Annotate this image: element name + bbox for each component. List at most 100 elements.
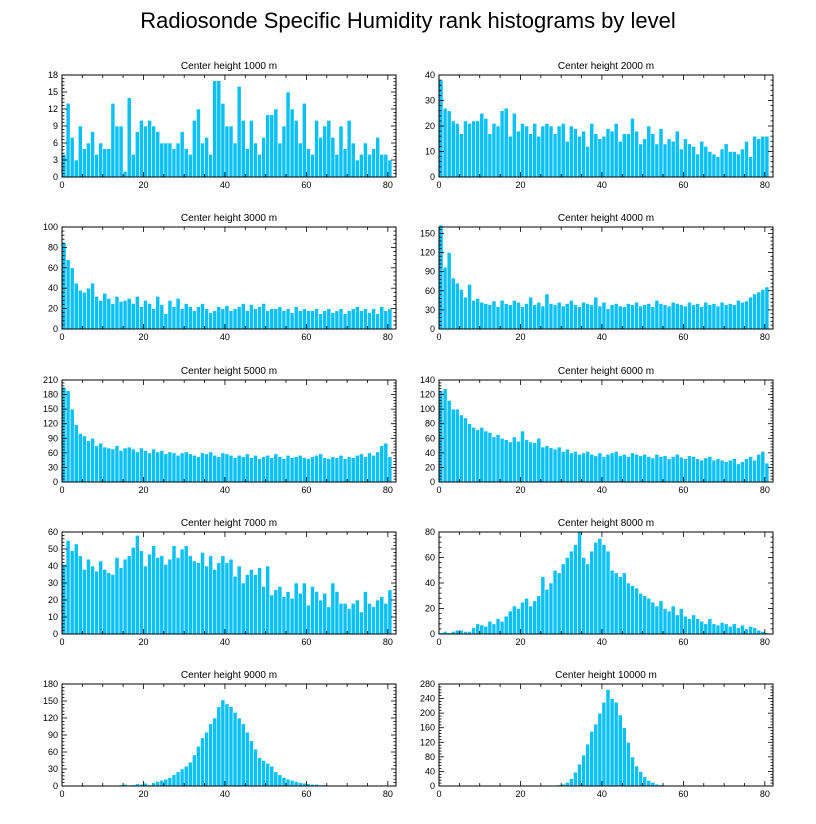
histogram-bar	[593, 723, 599, 787]
histogram-bar	[204, 453, 209, 483]
histogram-bar	[581, 130, 586, 178]
histogram-bar	[375, 313, 381, 330]
histogram-bar	[662, 304, 668, 330]
histogram-bar	[65, 103, 71, 178]
histogram-bar	[556, 572, 562, 635]
histogram-bar	[666, 610, 672, 635]
histogram-bar	[573, 771, 578, 787]
histogram-bar	[281, 125, 287, 178]
histogram-bar	[752, 627, 758, 635]
histogram-bar	[670, 301, 676, 330]
histogram-bar	[446, 400, 452, 483]
histogram-bar	[338, 308, 344, 330]
histogram-bar	[135, 535, 140, 635]
histogram-bar	[354, 159, 360, 178]
x-tick-label: 60	[301, 332, 311, 342]
histogram-bar	[269, 765, 275, 787]
histogram-bar	[371, 148, 376, 178]
histogram-bar	[658, 128, 664, 178]
histogram-bar	[106, 447, 112, 483]
plot-frame	[438, 379, 774, 483]
histogram-bar	[528, 296, 533, 330]
histogram-bar	[151, 545, 156, 635]
histogram-bar	[467, 123, 472, 178]
histogram-bar	[666, 305, 672, 330]
x-tick-label: 60	[301, 180, 311, 190]
histogram-bar	[744, 628, 749, 635]
histogram-bar	[277, 586, 283, 635]
histogram-bar	[102, 569, 108, 635]
histogram-bar	[621, 454, 627, 483]
histogram-bar	[216, 306, 222, 330]
histogram-bar	[143, 300, 148, 330]
histogram-bar	[573, 128, 578, 178]
histogram-bar	[94, 154, 99, 178]
histogram-bar	[536, 301, 542, 330]
histogram-bar	[240, 120, 246, 178]
histogram-bar	[334, 154, 340, 178]
histogram-bar	[666, 458, 672, 483]
histogram-bar	[638, 305, 643, 330]
histogram-bar	[293, 306, 299, 330]
histogram-bar	[634, 130, 639, 178]
histogram-bar	[167, 777, 173, 787]
x-tick-label: 20	[138, 789, 148, 799]
histogram-bar	[528, 133, 533, 178]
histogram-bar	[691, 614, 696, 635]
histogram-bar	[613, 123, 619, 178]
y-tick-label: 90	[48, 730, 58, 740]
plot-frame	[61, 379, 397, 483]
histogram-bar	[334, 310, 340, 330]
histogram-bar	[467, 284, 472, 330]
histogram-bar	[265, 763, 271, 787]
histogram-bar	[383, 603, 389, 635]
plot-frame	[61, 226, 397, 330]
histogram-bar	[483, 626, 489, 635]
y-tick-label: 60	[425, 286, 435, 296]
y-tick-label: 20	[425, 604, 435, 614]
histogram-bar	[752, 135, 758, 178]
histogram-bar	[756, 291, 762, 330]
histogram-bar	[666, 138, 672, 178]
histogram-bar	[285, 308, 291, 330]
histogram-bar	[354, 306, 360, 330]
histogram-bar	[605, 550, 611, 635]
histogram-bar	[564, 448, 570, 483]
histogram-bar	[306, 310, 311, 330]
histogram-bar	[471, 300, 476, 330]
histogram-bar	[98, 300, 104, 330]
y-tick-label: 12	[48, 104, 58, 114]
histogram-bar	[306, 458, 311, 483]
histogram-bar	[269, 114, 275, 178]
histogram-panel: Center height 10000 m 0 20 40 60 80 0 40 80 120 16…	[420, 670, 774, 799]
histogram-panel: Center height 3000 m 0 20 40 60 80 0 20 40 60 80 10…	[43, 213, 397, 342]
histogram-bar	[175, 142, 181, 178]
histogram-bar	[273, 771, 279, 787]
histogram-bar	[261, 137, 266, 178]
histogram-bar	[187, 761, 193, 787]
histogram-bar	[711, 459, 717, 483]
histogram-bar	[760, 289, 766, 330]
histogram-bar	[383, 154, 389, 178]
histogram-bar	[346, 120, 352, 178]
histogram-bar	[577, 531, 582, 635]
histogram-bar	[564, 141, 570, 178]
histogram-bar	[359, 154, 364, 178]
histogram-bar	[463, 417, 468, 483]
histogram-bar	[524, 439, 529, 483]
histogram-bar	[330, 456, 336, 483]
histogram-panel: Center height 1000 m 0 20 40 60 80 0 3 6 9 12 15 18	[48, 61, 397, 190]
histogram-bar	[524, 597, 529, 635]
histogram-bar	[516, 440, 521, 483]
histogram-bar	[342, 603, 348, 635]
y-tick-label: 180	[43, 390, 58, 400]
histogram-bar	[171, 306, 177, 330]
histogram-bar	[626, 741, 631, 787]
histogram-bar	[605, 308, 611, 330]
x-tick-label: 80	[760, 485, 770, 495]
histogram-bar	[192, 454, 197, 483]
histogram-bar	[650, 457, 656, 483]
histogram-bar	[359, 453, 364, 483]
histogram-bar	[744, 300, 749, 330]
histogram-bar	[450, 277, 456, 330]
